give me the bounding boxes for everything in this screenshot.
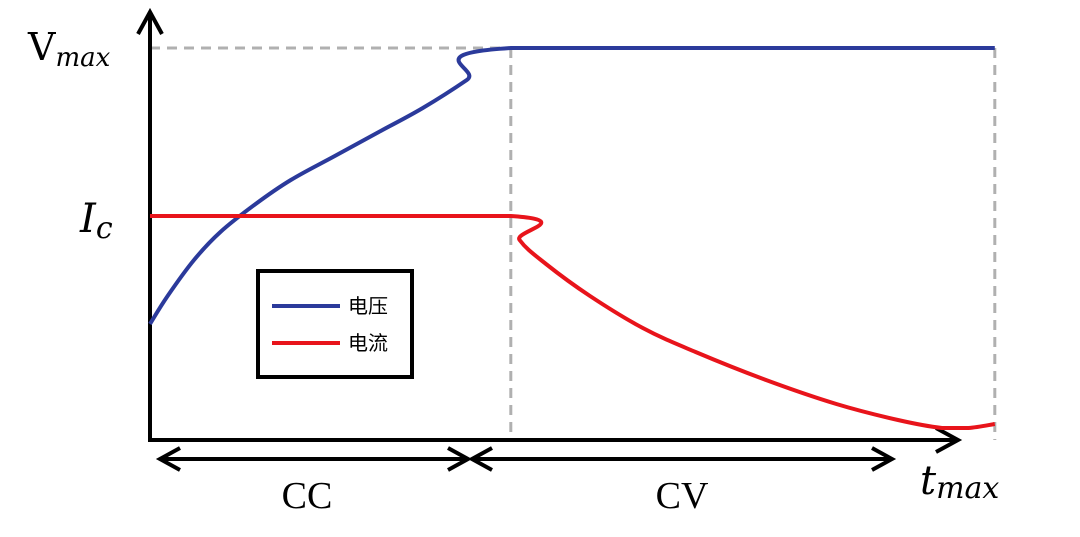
- legend: 电压 电流: [256, 269, 414, 379]
- voltage-series-line: [148, 46, 995, 326]
- legend-label-current: 电流: [348, 331, 388, 355]
- cc-phase-label: CC: [282, 475, 333, 517]
- tmax-label: tmax: [920, 458, 999, 506]
- legend-label-voltage: 电压: [348, 294, 388, 318]
- legend-box: [256, 269, 414, 379]
- vmax-label: Vmax: [27, 25, 111, 73]
- reference-lines: [150, 46, 997, 440]
- ic-label: Ic: [79, 196, 113, 246]
- current-series-line: [150, 214, 996, 430]
- x-axis-arrowhead: [935, 426, 963, 454]
- cc-phase-arrow: [155, 446, 473, 472]
- cv-phase-arrow: [467, 446, 897, 472]
- cv-phase-label: CV: [656, 475, 709, 517]
- series-layer: [148, 46, 996, 430]
- y-axis-arrowhead: [136, 7, 164, 35]
